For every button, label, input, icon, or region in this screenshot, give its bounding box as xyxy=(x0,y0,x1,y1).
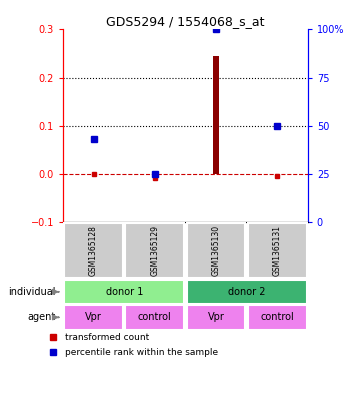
Text: individual: individual xyxy=(8,287,56,297)
Text: Vpr: Vpr xyxy=(85,312,102,322)
Text: percentile rank within the sample: percentile rank within the sample xyxy=(65,348,218,357)
Text: transformed count: transformed count xyxy=(65,333,149,342)
Bar xyxy=(64,279,184,304)
Bar xyxy=(64,305,123,330)
Bar xyxy=(213,56,219,174)
Bar xyxy=(125,305,184,330)
Text: control: control xyxy=(138,312,172,322)
Text: GSM1365130: GSM1365130 xyxy=(212,225,220,276)
Text: donor 1: donor 1 xyxy=(105,287,143,297)
Bar xyxy=(125,223,184,278)
Text: GSM1365129: GSM1365129 xyxy=(150,225,159,276)
Bar xyxy=(248,305,307,330)
Text: agent: agent xyxy=(27,312,56,322)
Text: Vpr: Vpr xyxy=(208,312,224,322)
Bar xyxy=(186,305,246,330)
Text: GSM1365128: GSM1365128 xyxy=(89,225,98,276)
Title: GDS5294 / 1554068_s_at: GDS5294 / 1554068_s_at xyxy=(106,15,265,28)
Bar xyxy=(248,223,307,278)
Bar xyxy=(186,223,246,278)
Bar xyxy=(64,223,123,278)
Bar xyxy=(186,279,307,304)
Text: GSM1365131: GSM1365131 xyxy=(273,225,282,276)
Text: donor 2: donor 2 xyxy=(228,287,265,297)
Text: control: control xyxy=(260,312,294,322)
